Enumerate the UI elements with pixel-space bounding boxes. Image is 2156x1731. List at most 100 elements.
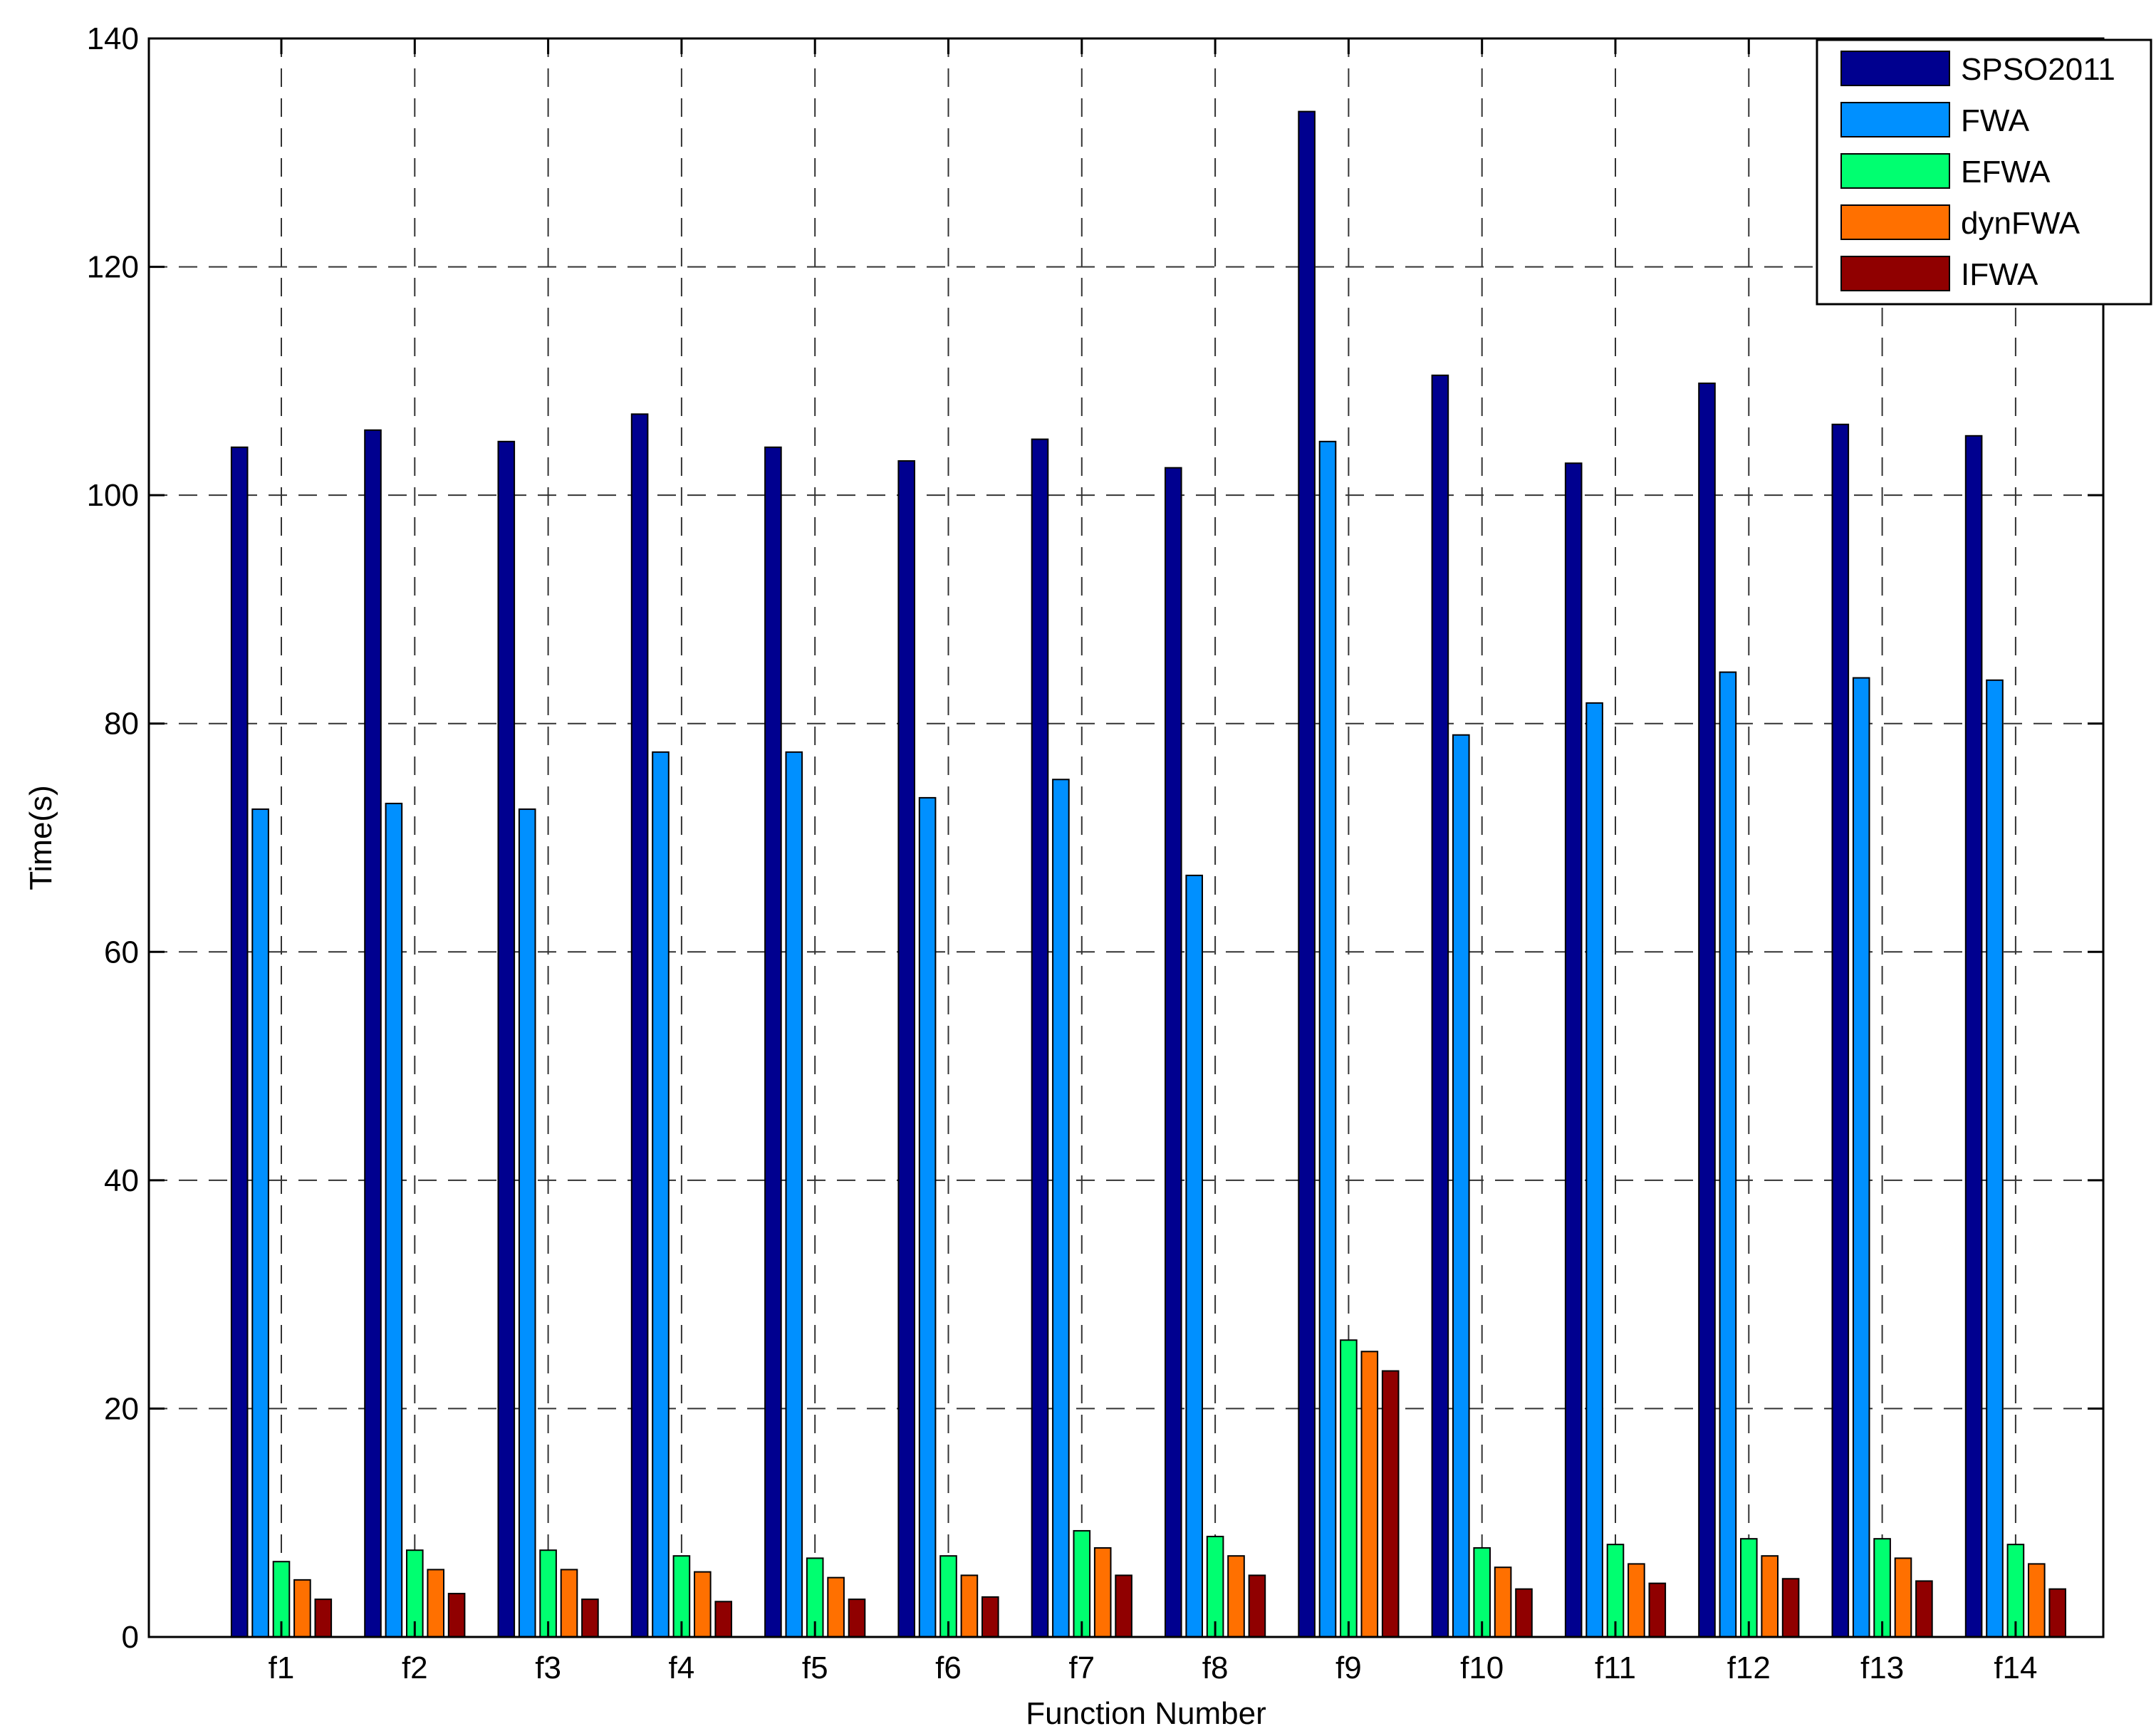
y-tick-label: 100 (87, 478, 139, 513)
legend-swatch-IFWA (1840, 256, 1950, 291)
legend-label-FWA: FWA (1961, 103, 2030, 138)
bar-SPSO2011-f2 (364, 429, 382, 1638)
bar-dynFWA-f4 (694, 1571, 712, 1638)
plot-frame (147, 37, 2105, 1638)
bars-layer (230, 110, 2066, 1638)
bar-IFWA-f9 (1381, 1370, 1400, 1638)
bar-FWA-f4 (652, 751, 670, 1638)
bar-FWA-f3 (518, 808, 536, 1638)
legend-swatch-EFWA (1840, 153, 1950, 189)
x-tick-label: f8 (1202, 1651, 1229, 1685)
bar-SPSO2011-f5 (764, 446, 782, 1638)
x-tick-label: f5 (802, 1651, 828, 1685)
bar-SPSO2011-f11 (1564, 462, 1583, 1638)
bar-FWA-f2 (385, 802, 403, 1638)
bar-dynFWA-f9 (1360, 1351, 1379, 1638)
bar-FWA-f11 (1585, 702, 1603, 1638)
ticks-layer: 0 20 40 60 80 100 120 140 f1 f2 f3 f4 f5 f6 f7 f8 f9 f10 f… (87, 21, 2103, 1685)
bar-FWA-f12 (1719, 671, 1737, 1638)
bar-SPSO2011-f10 (1431, 374, 1449, 1638)
x-tick-label: f1 (269, 1651, 295, 1685)
bar-IFWA-f1 (314, 1599, 333, 1638)
bar-SPSO2011-f9 (1298, 110, 1316, 1638)
y-tick-label: 80 (104, 707, 139, 742)
bar-FWA-f5 (785, 751, 803, 1638)
bar-dynFWA-f11 (1628, 1563, 1645, 1638)
legend-label-EFWA: EFWA (1961, 155, 2051, 189)
legend-label-SPSO2011: SPSO2011 (1961, 52, 2115, 87)
plot-background (149, 38, 2103, 1637)
bar-SPSO2011-f13 (1831, 423, 1850, 1638)
bar-IFWA-f10 (1515, 1588, 1533, 1638)
x-tick-label: f4 (669, 1651, 695, 1685)
bar-FWA-f8 (1185, 874, 1204, 1638)
bar-SPSO2011-f7 (1031, 438, 1049, 1638)
bar-SPSO2011-f3 (497, 440, 516, 1638)
x-tick-label: f7 (1068, 1651, 1095, 1685)
x-tick-label: f2 (402, 1651, 428, 1685)
bar-FWA-f13 (1852, 677, 1870, 1638)
bar-dynFWA-f6 (960, 1574, 979, 1638)
x-tick-label: f10 (1460, 1651, 1504, 1685)
bar-dynFWA-f12 (1761, 1555, 1779, 1638)
bar-FWA-f6 (918, 796, 937, 1638)
bar-IFWA-f8 (1248, 1574, 1266, 1638)
legend-swatch-SPSO2011 (1840, 51, 1950, 86)
bar-dynFWA-f3 (560, 1569, 578, 1638)
x-tick-label: f14 (1994, 1651, 2037, 1685)
bar-dynFWA-f1 (293, 1579, 311, 1638)
bar-dynFWA-f14 (2028, 1563, 2046, 1638)
bar-IFWA-f11 (1648, 1582, 1667, 1638)
bar-IFWA-f5 (848, 1599, 866, 1638)
legend: SPSO2011 FWA EFWA dynFWA IFWA (1816, 38, 2152, 306)
bar-dynFWA-f7 (1093, 1547, 1112, 1638)
legend-label-IFWA: IFWA (1961, 257, 2038, 292)
bar-SPSO2011-f4 (630, 413, 649, 1638)
y-tick-label: 120 (87, 250, 139, 285)
grid-layer (149, 38, 2103, 1637)
bar-SPSO2011-f1 (230, 446, 249, 1638)
bar-FWA-f9 (1318, 440, 1337, 1638)
y-tick-label: 60 (104, 935, 139, 970)
bar-IFWA-f14 (2048, 1588, 2066, 1638)
legend-label-dynFWA: dynFWA (1961, 206, 2081, 241)
bar-SPSO2011-f6 (897, 460, 916, 1638)
bar-EFWA-f9 (1340, 1339, 1358, 1638)
y-tick-label: 40 (104, 1163, 139, 1198)
legend-swatch-dynFWA (1840, 204, 1950, 240)
y-tick-label: 140 (87, 21, 139, 56)
bar-FWA-f10 (1452, 734, 1470, 1638)
bar-FWA-f7 (1052, 779, 1070, 1638)
y-axis-label: Time(s) (24, 785, 58, 890)
legend-swatch-FWA (1840, 102, 1950, 137)
bar-IFWA-f2 (447, 1593, 466, 1638)
bar-IFWA-f13 (1915, 1580, 1933, 1638)
bar-dynFWA-f5 (827, 1576, 845, 1638)
bar-FWA-f1 (251, 808, 269, 1638)
x-tick-label: f11 (1595, 1651, 1636, 1685)
bar-EFWA-f7 (1073, 1529, 1091, 1638)
bar-dynFWA-f8 (1227, 1555, 1245, 1638)
bar-SPSO2011-f12 (1698, 383, 1716, 1638)
bar-FWA-f14 (1986, 679, 2004, 1638)
bar-SPSO2011-f14 (1964, 435, 1983, 1638)
bar-IFWA-f4 (714, 1601, 733, 1638)
x-tick-label: f13 (1860, 1651, 1904, 1685)
x-tick-label: f9 (1335, 1651, 1362, 1685)
x-tick-label: f12 (1727, 1651, 1771, 1685)
x-tick-label: f6 (935, 1651, 962, 1685)
bar-dynFWA-f10 (1494, 1566, 1512, 1638)
bar-IFWA-f12 (1781, 1578, 1800, 1638)
bar-IFWA-f7 (1115, 1574, 1132, 1638)
bar-dynFWA-f2 (427, 1569, 445, 1638)
bar-SPSO2011-f8 (1165, 467, 1182, 1638)
y-tick-label: 0 (122, 1620, 139, 1655)
x-axis-label: Function Number (1026, 1696, 1266, 1731)
x-tick-label: f3 (535, 1651, 561, 1685)
bar-IFWA-f6 (981, 1596, 999, 1638)
bar-dynFWA-f13 (1894, 1557, 1912, 1638)
bar-IFWA-f3 (581, 1599, 599, 1638)
y-tick-label: 20 (104, 1391, 139, 1426)
